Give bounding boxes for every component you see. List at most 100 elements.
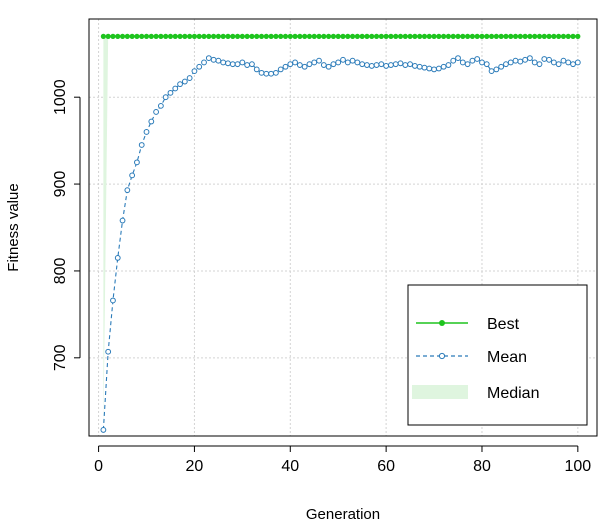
mean-point: [253, 66, 260, 73]
best-point: [397, 33, 404, 39]
mean-point: [426, 65, 433, 72]
y-tick-label: 1000: [52, 79, 69, 115]
best-point: [426, 33, 432, 39]
mean-point: [268, 70, 275, 77]
best-point: [388, 33, 394, 39]
best-point: [460, 33, 466, 39]
mean-point: [143, 129, 150, 135]
best-point: [527, 33, 533, 39]
best-point: [100, 33, 106, 39]
best-point: [402, 33, 408, 39]
mean-point: [550, 59, 557, 66]
mean-point: [263, 70, 270, 77]
best-point: [560, 33, 567, 39]
legend: Best Mean Median: [407, 284, 588, 426]
mean-point: [570, 61, 576, 68]
best-point: [326, 33, 332, 39]
mean-point: [325, 63, 332, 70]
mean-point: [411, 63, 418, 69]
mean-point: [503, 61, 509, 68]
mean-series-layer: [100, 55, 581, 433]
mean-point: [517, 58, 524, 65]
mean-point: [488, 68, 495, 75]
mean-point: [234, 61, 241, 68]
best-point: [508, 33, 514, 39]
mean-point: [431, 66, 437, 73]
mean-point: [450, 57, 457, 64]
best-point: [359, 33, 365, 39]
best-point: [153, 33, 159, 39]
best-point: [412, 33, 418, 39]
best-point: [532, 33, 538, 39]
best-point: [105, 33, 111, 39]
mean-point: [119, 217, 126, 224]
best-point: [129, 33, 135, 39]
mean-point: [177, 81, 183, 88]
mean-point: [167, 89, 174, 96]
mean-point: [445, 62, 452, 68]
best-point: [167, 33, 174, 39]
legend-mean-point: [438, 352, 446, 360]
best-point: [512, 33, 519, 39]
best-point: [273, 33, 279, 39]
y-tick-label: 800: [52, 257, 69, 284]
best-point: [321, 33, 327, 39]
plot-frame: [88, 18, 598, 437]
best-point: [311, 33, 317, 39]
best-point: [493, 33, 499, 39]
legend-median-swatch: [412, 385, 468, 399]
best-point: [258, 33, 265, 39]
best-point: [110, 33, 116, 39]
best-point: [565, 33, 571, 39]
mean-point: [210, 56, 217, 63]
best-point: [124, 33, 130, 39]
best-point: [249, 33, 255, 39]
mean-point: [330, 61, 337, 68]
best-point: [556, 33, 562, 39]
best-point: [541, 33, 547, 39]
mean-point: [378, 61, 385, 68]
mean-point: [162, 94, 169, 101]
best-point: [570, 33, 576, 39]
mean-point: [546, 56, 552, 63]
y-tick-label: 900: [52, 171, 69, 198]
mean-point: [354, 59, 361, 66]
x-axis: 0 20 40 60 80 100: [94, 445, 591, 475]
best-point: [455, 33, 461, 39]
best-point: [278, 33, 284, 39]
mean-point: [191, 68, 198, 75]
best-point: [330, 33, 337, 39]
x-tick-label: 0: [94, 458, 103, 475]
mean-point: [565, 59, 572, 66]
mean-point: [316, 57, 322, 64]
grid: [89, 19, 597, 436]
best-point: [163, 33, 169, 39]
y-axis: 700 800 900 1000: [52, 79, 81, 371]
legend-median-label: Median: [487, 385, 539, 402]
mean-point: [349, 57, 356, 64]
mean-point: [311, 59, 318, 66]
best-point: [172, 33, 178, 39]
mean-point: [344, 59, 351, 66]
best-point: [575, 33, 581, 39]
mean-point: [244, 62, 251, 68]
best-point: [441, 33, 447, 39]
best-point: [364, 33, 370, 39]
mean-point: [186, 75, 193, 81]
best-point: [263, 33, 269, 39]
best-point: [196, 33, 202, 39]
best-point: [139, 33, 145, 39]
best-point: [546, 33, 552, 39]
best-point: [119, 33, 126, 39]
best-point: [522, 33, 528, 39]
best-point: [369, 33, 375, 39]
mean-point: [181, 78, 188, 85]
mean-point: [273, 69, 279, 76]
mean-point: [574, 59, 581, 66]
mean-point: [373, 62, 380, 68]
mean-point: [229, 61, 236, 68]
mean-point: [335, 59, 342, 66]
mean-point: [201, 59, 207, 66]
mean-point: [105, 348, 112, 355]
legend-mean-label: Mean: [487, 349, 527, 366]
